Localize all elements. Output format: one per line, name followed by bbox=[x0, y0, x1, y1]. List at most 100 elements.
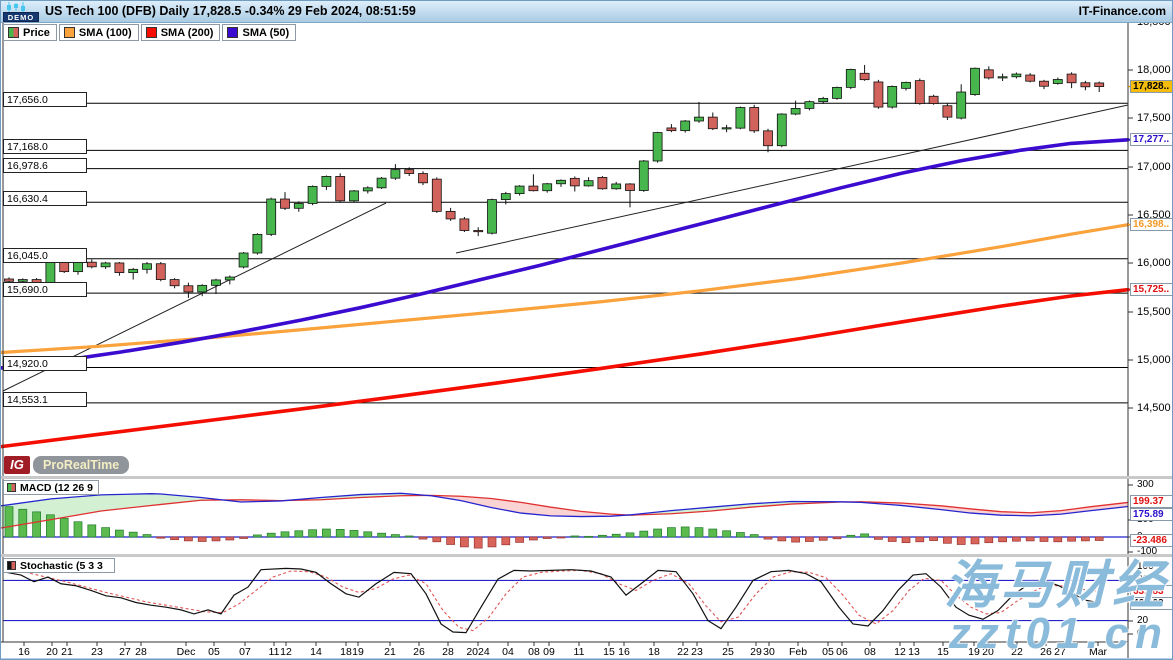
macd-fill bbox=[1091, 502, 1128, 511]
stochastic-indicator-label[interactable]: Stochastic (5 3 3 bbox=[3, 558, 115, 573]
level-price-label[interactable]: 16,978.6 bbox=[3, 157, 87, 173]
macd-histogram-bar bbox=[170, 536, 179, 541]
price-tick-label[interactable]: 16,500 bbox=[1137, 209, 1171, 221]
macd-fill bbox=[551, 507, 581, 517]
macd-histogram-bar bbox=[32, 511, 41, 538]
candle-body bbox=[1080, 82, 1091, 88]
price-tick-label[interactable]: 18,000 bbox=[1137, 64, 1171, 76]
price-tick-label[interactable]: 16,000 bbox=[1137, 257, 1171, 269]
stoch-tick-label: 20 bbox=[1137, 615, 1149, 626]
legend-item-price[interactable]: Price bbox=[3, 24, 57, 41]
candle-body bbox=[183, 285, 194, 293]
time-tick-label: 07 bbox=[239, 646, 251, 658]
macd-histogram-bar bbox=[639, 530, 649, 538]
time-tick-label: 25 bbox=[722, 646, 734, 658]
legend-item-sma-100[interactable]: SMA (100) bbox=[58, 24, 139, 41]
legend-item-sma-200[interactable]: SMA (200) bbox=[140, 24, 221, 41]
level-price-label[interactable]: 16,630.4 bbox=[3, 191, 87, 207]
time-tick-label: Feb bbox=[788, 646, 808, 658]
macd-tick-label: 300 bbox=[1137, 479, 1154, 490]
macd-histogram-bar bbox=[860, 533, 869, 538]
provider-link[interactable]: IT-Finance.com bbox=[1078, 4, 1166, 18]
candle-body bbox=[763, 130, 773, 147]
macd-histogram-bar bbox=[901, 536, 911, 544]
macd-histogram-bar bbox=[335, 529, 345, 538]
ig-logo[interactable]: IG bbox=[4, 456, 30, 474]
price-tick-label[interactable]: 14,500 bbox=[1137, 402, 1171, 414]
prorealtime-logo[interactable]: ProRealTime bbox=[33, 456, 130, 474]
candle-body bbox=[473, 230, 484, 233]
title-bar: DEMO US Tech 100 (DFB) Daily 17,828.5 -0… bbox=[1, 1, 1172, 23]
current-value-label: 15,725.. bbox=[1130, 283, 1172, 297]
candle-body bbox=[680, 120, 691, 132]
time-tick-label: 11 bbox=[573, 646, 585, 658]
candle-body bbox=[500, 193, 511, 200]
macd-fill bbox=[1061, 506, 1091, 515]
time-tick-label: 30 bbox=[763, 646, 775, 658]
macd-histogram-bar bbox=[874, 536, 883, 540]
macd-label-text: MACD (12 26 9 bbox=[20, 481, 93, 494]
price-tick-label[interactable]: 15,500 bbox=[1137, 306, 1171, 318]
macd-indicator-label[interactable]: MACD (12 26 9 bbox=[3, 480, 99, 495]
candle-body bbox=[666, 127, 677, 132]
macd-histogram-bar bbox=[18, 508, 28, 538]
sma50-line bbox=[1, 138, 1130, 370]
legend-label: Price bbox=[23, 26, 50, 39]
candle-body bbox=[321, 176, 332, 187]
candle-body bbox=[873, 81, 884, 108]
macd-histogram-bar bbox=[87, 524, 97, 538]
macd-histogram-bar bbox=[156, 536, 166, 539]
macd-fill bbox=[161, 494, 201, 505]
time-tick-label: 04 bbox=[502, 646, 514, 658]
time-tick-label: 06 bbox=[836, 646, 848, 658]
time-tick-label: 22 bbox=[1011, 646, 1023, 658]
macd-histogram-bar bbox=[377, 532, 386, 538]
macd-histogram-bar bbox=[970, 536, 980, 545]
ig-prorealtime-logo[interactable]: IG ProRealTime bbox=[4, 456, 130, 474]
candle-body bbox=[211, 279, 221, 286]
candle-body bbox=[293, 203, 304, 209]
candle-body bbox=[542, 183, 553, 192]
macd-histogram-bar bbox=[446, 536, 455, 545]
time-tick-label: 19 bbox=[352, 646, 364, 658]
level-price-label[interactable]: 14,553.1 bbox=[3, 391, 87, 407]
time-tick-label: 08 bbox=[864, 646, 876, 658]
candle-body bbox=[1066, 73, 1077, 84]
legend-bar: Price SMA (100) SMA (200) SMA (50) bbox=[3, 24, 297, 41]
candle-body bbox=[238, 252, 249, 268]
price-tick-label[interactable]: 15,000 bbox=[1137, 354, 1171, 366]
level-price-label[interactable]: 17,168.0 bbox=[3, 139, 87, 155]
legend-swatch bbox=[145, 27, 157, 38]
price-tick-label[interactable]: 17,000 bbox=[1137, 161, 1171, 173]
time-tick-label: 19 bbox=[968, 646, 980, 658]
stoch-k-line bbox=[2, 567, 1102, 634]
candle-body bbox=[901, 81, 911, 89]
macd-histogram-bar bbox=[749, 534, 759, 538]
macd-histogram-bar bbox=[708, 528, 718, 538]
stoch-tick-label: 80 bbox=[1137, 574, 1149, 585]
level-price-label[interactable]: 15,690.0 bbox=[3, 282, 87, 298]
legend-item-sma-50[interactable]: SMA (50) bbox=[222, 24, 297, 41]
candle-body bbox=[887, 86, 898, 108]
macd-histogram-bar bbox=[956, 536, 966, 545]
candle-body bbox=[859, 72, 870, 81]
time-tick-label: 13 bbox=[908, 646, 920, 658]
candle-body bbox=[707, 116, 718, 130]
price-tick-label[interactable]: 17,500 bbox=[1137, 112, 1171, 124]
candle-body bbox=[597, 176, 608, 190]
level-price-label[interactable]: 16,045.0 bbox=[3, 247, 87, 263]
level-price-label[interactable]: 17,656.0 bbox=[3, 92, 87, 108]
time-tick-label: 21 bbox=[61, 646, 73, 658]
level-price-label[interactable]: 14,920.0 bbox=[3, 356, 87, 372]
trendline bbox=[455, 104, 1129, 254]
demo-badge: DEMO bbox=[3, 12, 39, 22]
candle-body bbox=[514, 185, 525, 195]
candle-body bbox=[1094, 82, 1105, 87]
macd-histogram-bar bbox=[653, 528, 662, 538]
legend-label: SMA (50) bbox=[242, 26, 290, 39]
stoch-tick-label: 100 bbox=[1137, 561, 1154, 572]
candle-body bbox=[4, 278, 14, 282]
time-tick-label: 23 bbox=[691, 646, 703, 658]
time-tick-label: Dec bbox=[176, 646, 196, 658]
